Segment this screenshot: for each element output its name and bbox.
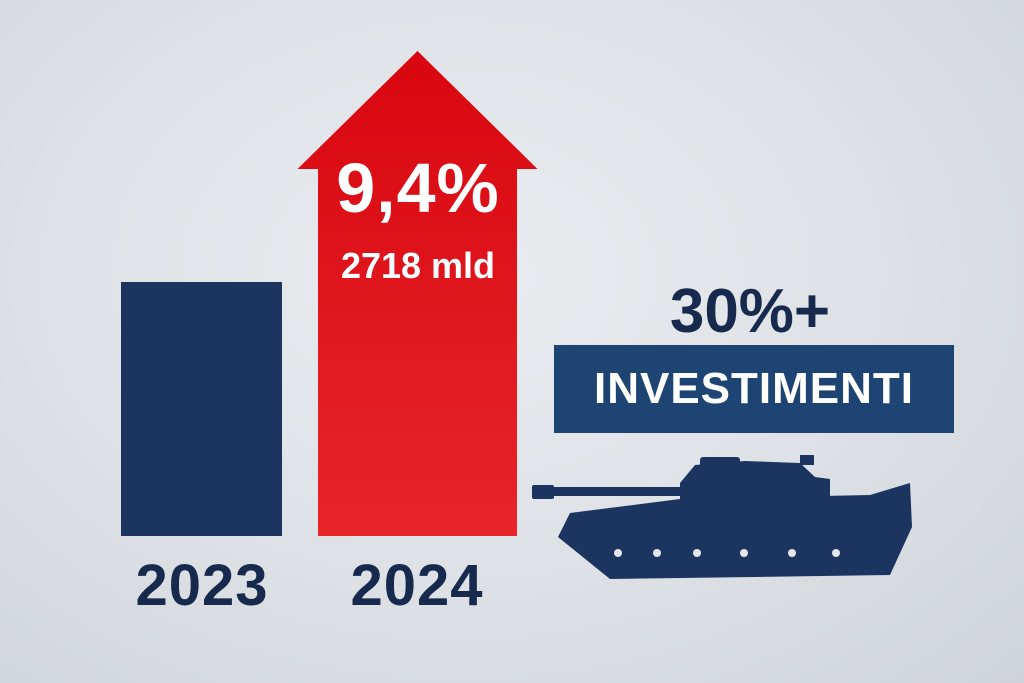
bar-2024-value-label: 2718 mld (340, 245, 496, 286)
bar-2024 (297, 51, 538, 536)
x-tick-label-2023: 2023 (135, 553, 269, 618)
investment-label: INVESTIMENTI (593, 364, 915, 413)
investment-badge: INVESTIMENTI (554, 345, 954, 433)
growth-percentage-label: 9,4% (336, 149, 500, 227)
bars-layer (121, 51, 538, 536)
x-tick-label-2024: 2024 (350, 553, 484, 618)
bar-2023 (121, 282, 282, 536)
investment-percentage: 30%+ (669, 277, 831, 346)
tank-icon (532, 455, 912, 579)
